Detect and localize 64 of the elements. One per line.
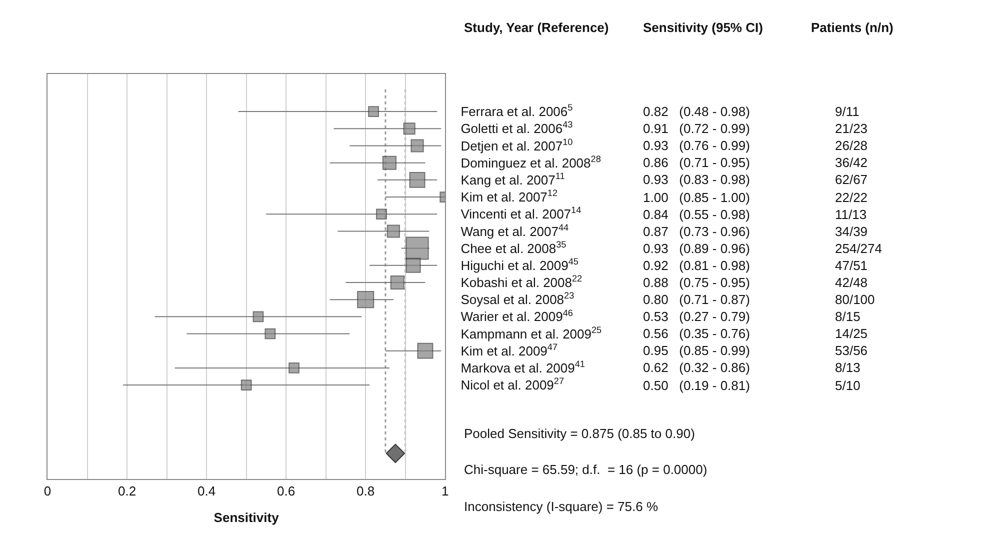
text: 14/25 (835, 326, 868, 341)
y-tick-label: Vincenti et al. 2007$^{14}$ (460, 205, 582, 222)
text: 22/22 (835, 190, 868, 205)
y-tick-label: Kang et al. 2007$^{11}$ (460, 171, 565, 188)
text: 42/48 (835, 275, 868, 290)
data-label: 0.50 (0.19 - 0.81) (643, 378, 750, 393)
text: 21/23 (835, 121, 868, 136)
y-tick-label: Chee et al. 2008$^{35}$ (460, 239, 566, 256)
data-label: 1.00 (0.85 - 1.00) (643, 190, 750, 205)
x-tick-label: 0.6 (277, 484, 296, 499)
text: 254/274 (835, 241, 882, 256)
y-tick-label: Higuchi et al. 2009$^{45}$ (460, 256, 579, 273)
x-tick-label: 1 (441, 484, 449, 499)
data-label: 0.92 (0.81 - 0.98) (643, 258, 750, 273)
text: 62/67 (835, 172, 868, 187)
data-label: 0.95 (0.85 - 0.99) (643, 343, 750, 358)
text: Patients (n/n) (811, 20, 894, 35)
text: Chi-square = 65.59; d.f. = 16 (p = 0.0000) (464, 462, 708, 477)
y-tick-label: Detjen et al. 2007$^{10}$ (460, 136, 573, 154)
y-tick-label: Kampmann et al. 2009$^{25}$ (460, 324, 602, 342)
y-tick-label: Kim et al. 2009$^{47}$ (460, 342, 558, 358)
y-tick-label: Wang et al. 2007$^{44}$ (460, 222, 569, 239)
text: Pooled Sensitivity = 0.875 (0.85 to 0.90) (464, 426, 695, 441)
text: 36/42 (835, 155, 868, 170)
data-label: 0.93 (0.76 - 0.99) (643, 138, 750, 153)
text: Study, Year (Reference) (464, 20, 609, 35)
text: Sensitivity (95% CI) (643, 20, 763, 35)
text: 11/13 (835, 207, 867, 222)
data-label: 0.56 (0.35 - 0.76) (643, 326, 750, 341)
text: 26/28 (835, 138, 868, 153)
data-label: 0.87 (0.73 - 0.96) (643, 224, 750, 239)
data-label: 0.93 (0.83 - 0.98) (643, 172, 750, 187)
y-tick-label: Ferrara et al. 2006$^{5}$ (460, 102, 573, 120)
text: Inconsistency (I-square) = 75.6 % (464, 499, 658, 514)
data-label: 0.93 (0.89 - 0.96) (643, 241, 750, 256)
x-tick-label: 0.2 (118, 484, 136, 499)
y-tick-label: Warier et al. 2009$^{46}$ (460, 308, 573, 324)
data-label: 0.91 (0.72 - 0.99) (643, 121, 750, 136)
x-tick-label: 0.8 (356, 484, 375, 499)
text: 47/51 (835, 258, 868, 273)
text: 9/11 (835, 104, 860, 119)
y-tick-label: Dominguez et al. 2008$^{28}$ (460, 154, 601, 170)
y-tick-label: Kim et al. 2007$^{12}$ (460, 188, 558, 205)
y-tick-label: Soysal et al. 2008$^{23}$ (460, 290, 574, 308)
y-tick-label: Markova et al. 2009$^{41}$ (460, 359, 586, 376)
data-label: 0.88 (0.75 - 0.95) (643, 275, 750, 290)
text: 8/13 (835, 360, 860, 375)
data-label: 0.62 (0.32 - 0.86) (643, 360, 750, 375)
y-tick-label: Goletti et al. 2006$^{43}$ (460, 120, 573, 136)
text: 80/100 (835, 292, 875, 307)
data-label: 0.80 (0.71 - 0.87) (643, 292, 750, 307)
text: 8/15 (835, 309, 860, 324)
data-label: 0.86 (0.71 - 0.95) (643, 155, 750, 170)
text: 5/10 (835, 378, 860, 393)
data-label: 0.84 (0.55 - 0.98) (643, 207, 750, 222)
text: 34/39 (835, 224, 868, 239)
x-axis-title: Sensitivity (214, 510, 280, 526)
x-tick-label: 0 (44, 484, 52, 499)
x-tick-label: 0.4 (198, 484, 216, 499)
data-label: 0.53 (0.27 - 0.79) (643, 309, 750, 324)
text: 53/56 (835, 343, 868, 358)
y-tick-label: Nicol et al. 2009$^{27}$ (460, 376, 564, 393)
y-tick-label: Kobashi et al. 2008$^{22}$ (460, 274, 582, 290)
data-label: 0.82 (0.48 - 0.98) (643, 104, 750, 119)
